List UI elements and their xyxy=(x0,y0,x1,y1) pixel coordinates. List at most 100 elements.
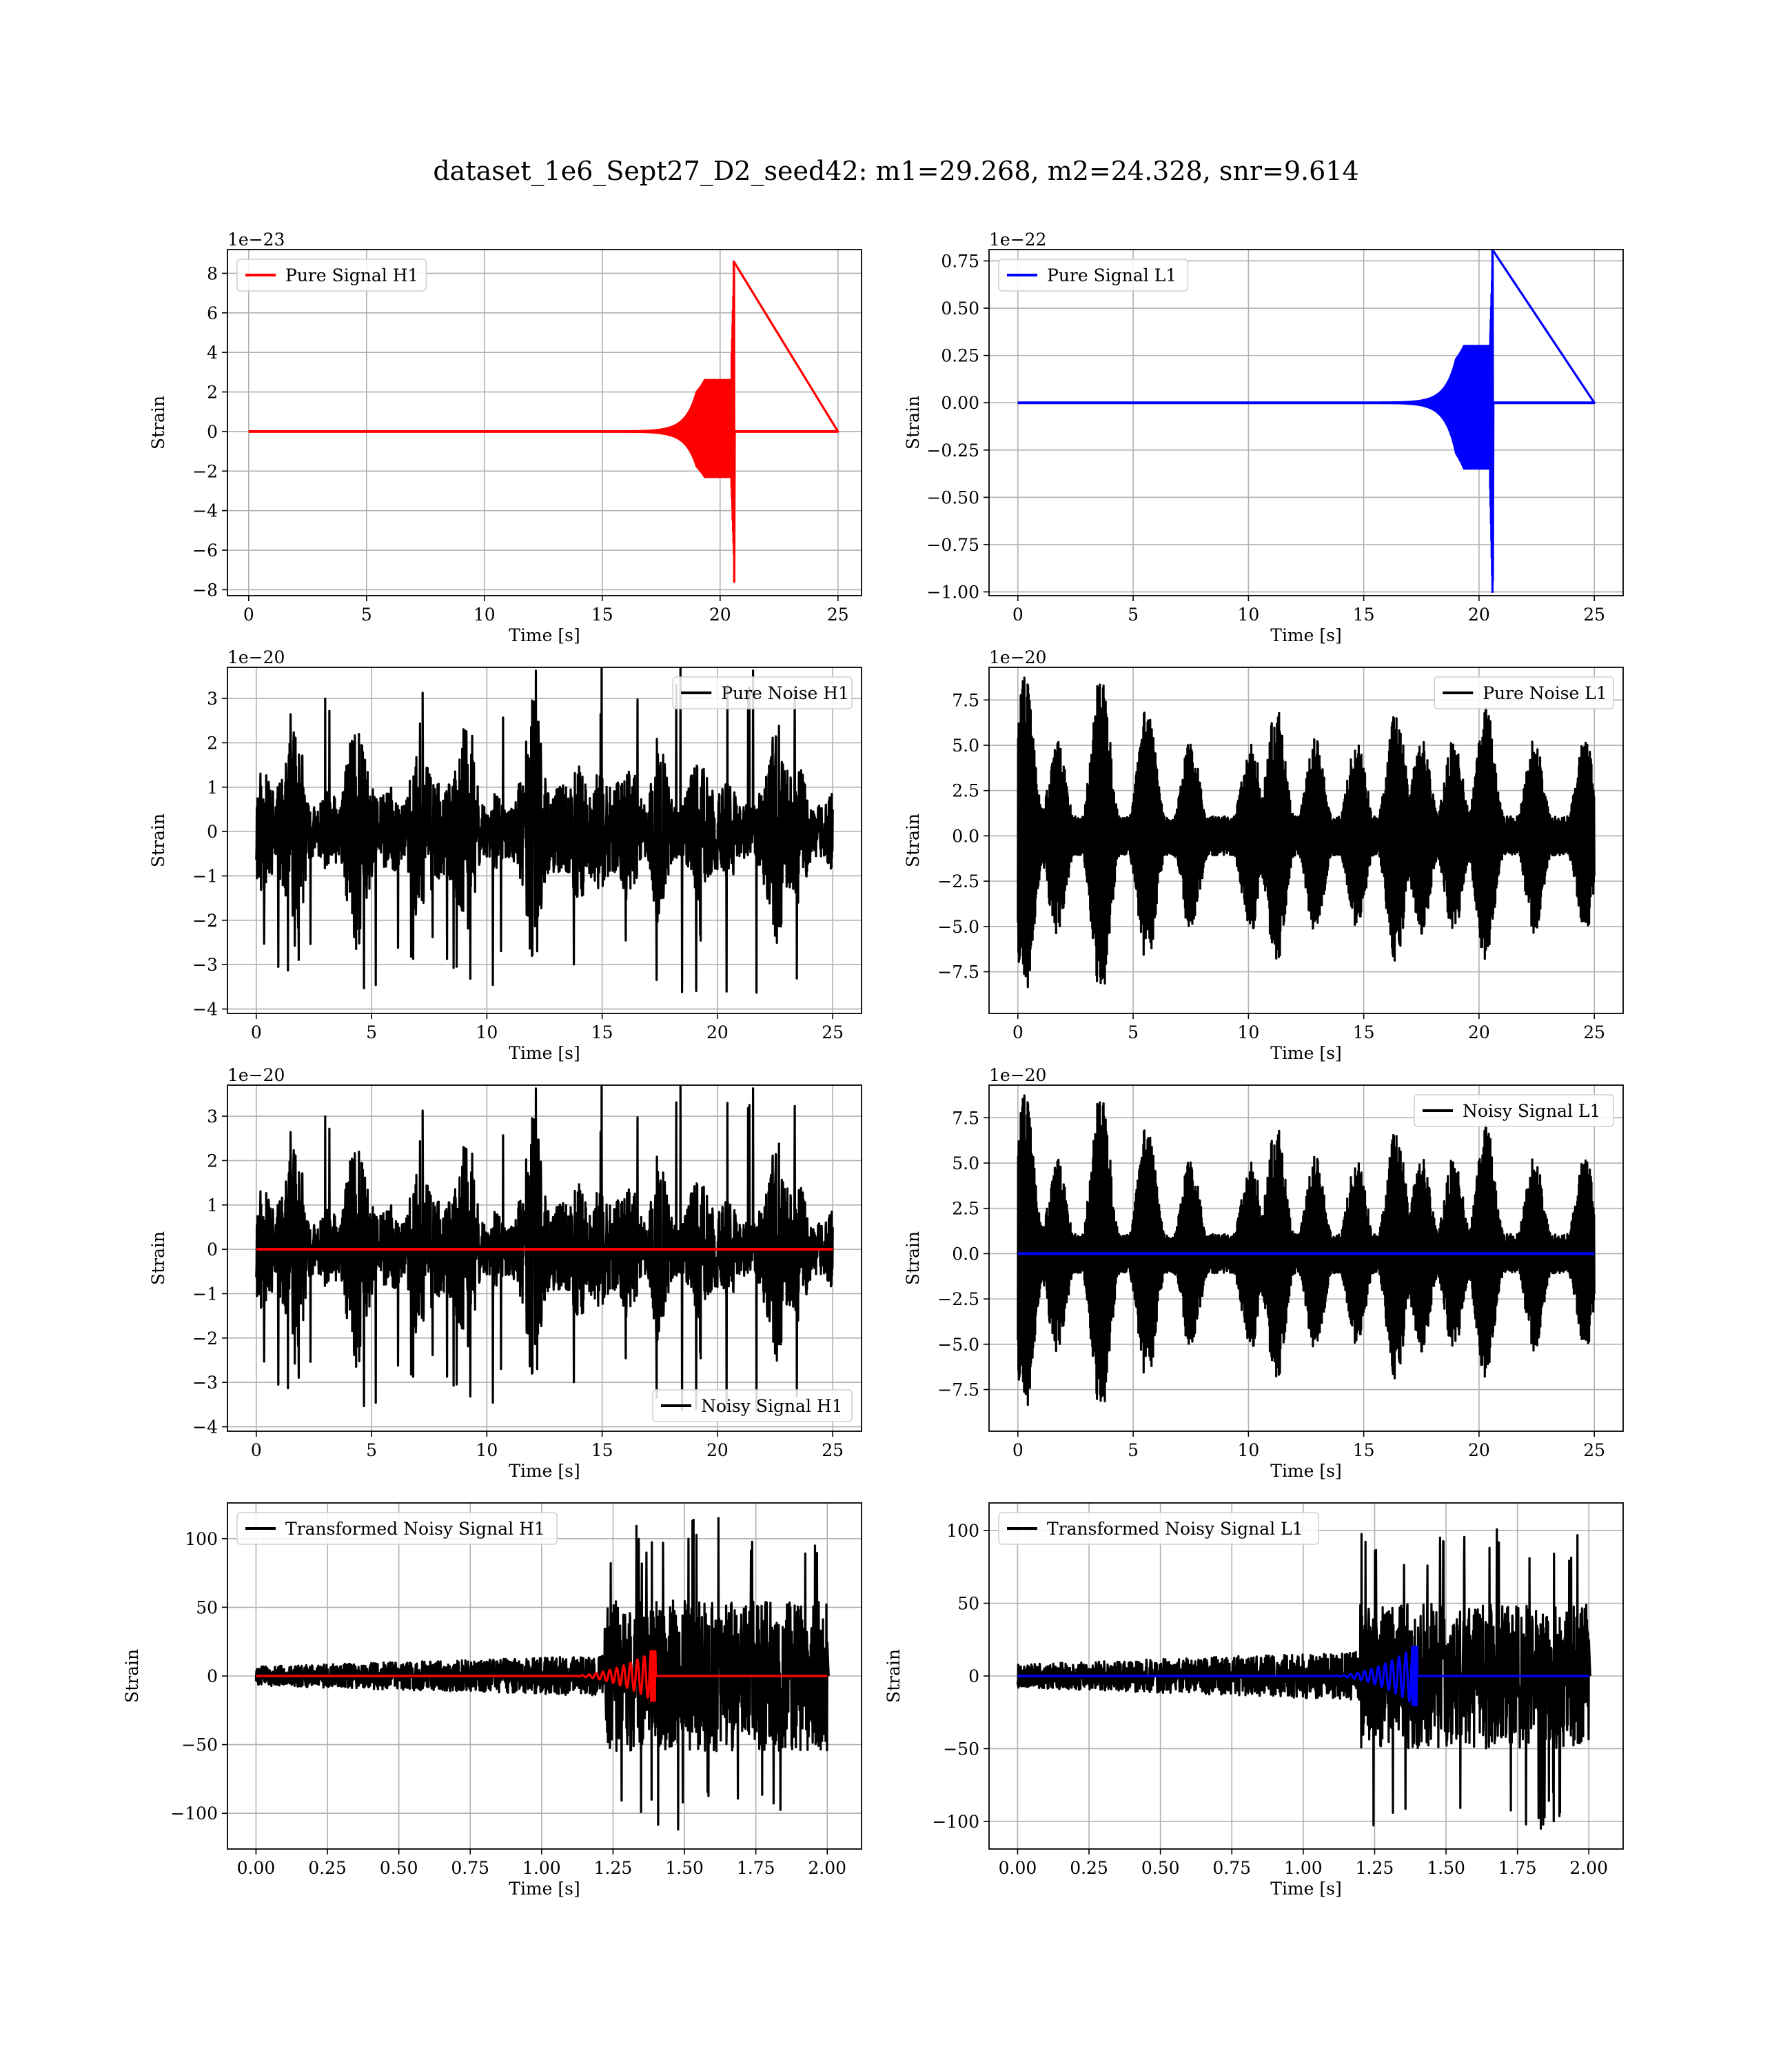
legend-box xyxy=(1414,1094,1614,1127)
series-line-transformed-noisy-signal-l1 xyxy=(1016,1528,1591,1830)
x-tick-label: 25 xyxy=(827,605,849,625)
legend-label: Noisy Signal H1 xyxy=(701,1396,843,1416)
legend-label: Noisy Signal L1 xyxy=(1463,1101,1600,1121)
y-tick-label: 1 xyxy=(207,1195,218,1215)
y-axis-label: Strain xyxy=(903,814,923,867)
y-tick-label: 50 xyxy=(196,1597,218,1617)
series-group xyxy=(254,1517,830,1831)
y-tick-label: −1 xyxy=(192,1284,218,1304)
y-tick-label: 0 xyxy=(968,1666,979,1686)
y-tick-label: 2.5 xyxy=(952,781,979,801)
x-tick-label: 0 xyxy=(251,1440,262,1460)
y-tick-label: 0.00 xyxy=(941,393,979,413)
legend-label: Transformed Noisy Signal H1 xyxy=(285,1519,545,1539)
y-tick-label: 100 xyxy=(185,1529,218,1549)
x-tick-label: 1.00 xyxy=(522,1858,561,1878)
x-tick-label: 5 xyxy=(366,1022,377,1042)
legend-label: Pure Signal L1 xyxy=(1047,265,1177,285)
series-group xyxy=(1017,1094,1596,1406)
x-tick-label: 0 xyxy=(1012,1022,1024,1042)
legend: Pure Signal L1 xyxy=(998,259,1189,292)
x-tick-label: 5 xyxy=(1128,605,1139,625)
x-tick-label: 0.50 xyxy=(1141,1858,1180,1878)
x-tick-label: 25 xyxy=(1583,1022,1605,1042)
x-tick-label: 15 xyxy=(591,1440,613,1460)
y-axis-label: Strain xyxy=(903,1231,923,1285)
legend-box xyxy=(652,1389,853,1422)
x-tick-label: 5 xyxy=(366,1440,377,1460)
y-tick-label: 3 xyxy=(207,689,218,709)
x-axis-label: Time [s] xyxy=(1270,1043,1341,1063)
x-tick-label: 25 xyxy=(822,1022,844,1042)
series-group xyxy=(1017,250,1596,594)
x-tick-label: 10 xyxy=(474,605,496,625)
y-axis-label: Strain xyxy=(884,1649,904,1703)
series-line-transformed-noisy-signal-h1 xyxy=(254,1517,830,1831)
x-tick-label: 10 xyxy=(476,1440,498,1460)
subplot-noisy-signal-l1: 0 5 10 15 20 25 −7.5 −5.0 −2.5 0.0 2.5 5.0 7.5 Time [… xyxy=(903,1065,1624,1481)
y-tick-label: 7.5 xyxy=(952,690,979,710)
legend: Pure Noise H1 xyxy=(672,676,853,709)
y-tick-label: 2 xyxy=(207,1151,218,1171)
series-group xyxy=(1016,1528,1591,1830)
y-tick-label: 7.5 xyxy=(952,1108,979,1128)
y-tick-label: 8 xyxy=(207,263,218,283)
x-tick-label: 20 xyxy=(709,605,731,625)
x-tick-label: 1.00 xyxy=(1284,1858,1323,1878)
axes-frame xyxy=(227,667,862,1014)
offset-text: 1e−20 xyxy=(989,647,1046,667)
x-tick-label: 0.25 xyxy=(1070,1858,1108,1878)
y-tick-label: −4 xyxy=(192,501,218,521)
subplot-pure-signal-l1: 0 5 10 15 20 25 −1.00 −0.75 −0.50 −0.25 0.00 0.25 0.… xyxy=(903,230,1624,645)
offset-text: 1e−20 xyxy=(227,1065,285,1085)
y-tick-label: 0.75 xyxy=(941,251,979,271)
x-tick-label: 5 xyxy=(1128,1440,1139,1460)
x-tick-label: 15 xyxy=(591,605,613,625)
y-tick-label: −0.50 xyxy=(926,487,979,507)
y-tick-label: 50 xyxy=(957,1594,979,1614)
y-tick-label: 100 xyxy=(946,1521,979,1541)
y-tick-label: −7.5 xyxy=(937,1380,979,1400)
y-tick-label: 4 xyxy=(207,343,218,363)
legend-box xyxy=(236,1512,558,1545)
x-tick-label: 20 xyxy=(706,1022,729,1042)
legend: Noisy Signal L1 xyxy=(1414,1094,1614,1127)
y-tick-label: −7.5 xyxy=(937,962,979,982)
y-tick-label: −2 xyxy=(192,461,218,481)
axes-frame xyxy=(988,1084,1624,1432)
x-tick-label: 2.00 xyxy=(1569,1858,1608,1878)
series-group xyxy=(255,1085,834,1412)
y-tick-label: −0.25 xyxy=(926,441,979,461)
x-axis-label: Time [s] xyxy=(509,1043,580,1063)
x-tick-label: 15 xyxy=(1353,605,1375,625)
x-axis-label: Time [s] xyxy=(509,1461,580,1481)
legend-box xyxy=(236,259,427,292)
x-tick-label: 15 xyxy=(1353,1440,1375,1460)
x-tick-label: 20 xyxy=(1468,1440,1490,1460)
axes-frame xyxy=(988,249,1624,596)
y-tick-label: −1 xyxy=(192,866,218,886)
x-axis-label: Time [s] xyxy=(1270,625,1341,645)
x-tick-label: 1.75 xyxy=(1498,1858,1537,1878)
x-tick-label: 0 xyxy=(243,605,254,625)
y-tick-label: −2 xyxy=(192,911,218,931)
subplot-noisy-signal-h1: 0 5 10 15 20 25 −4 −3 −2 −1 0 1 2 3 Time [s] Strain 1e−2… xyxy=(148,1065,862,1481)
x-tick-label: 0.00 xyxy=(999,1858,1037,1878)
x-tick-label: 15 xyxy=(1353,1022,1375,1042)
x-tick-label: 10 xyxy=(1237,1440,1259,1460)
y-tick-label: 0 xyxy=(207,822,218,842)
x-tick-label: 1.50 xyxy=(1427,1858,1465,1878)
y-tick-label: 0.0 xyxy=(952,1244,979,1264)
offset-text: 1e−20 xyxy=(989,1065,1046,1085)
series-line-transformed-l1-overlay xyxy=(1017,1646,1590,1706)
y-tick-label: −0.75 xyxy=(926,535,979,555)
x-tick-label: 1.75 xyxy=(737,1858,775,1878)
series-line-transformed-h1-overlay xyxy=(255,1650,828,1702)
y-tick-label: −50 xyxy=(181,1735,218,1755)
x-tick-label: 0.25 xyxy=(308,1858,347,1878)
x-tick-label: 5 xyxy=(1128,1022,1139,1042)
x-tick-label: 20 xyxy=(1468,605,1490,625)
y-tick-label: −2 xyxy=(192,1329,218,1348)
series-group xyxy=(247,260,839,583)
axes-frame xyxy=(227,249,862,596)
